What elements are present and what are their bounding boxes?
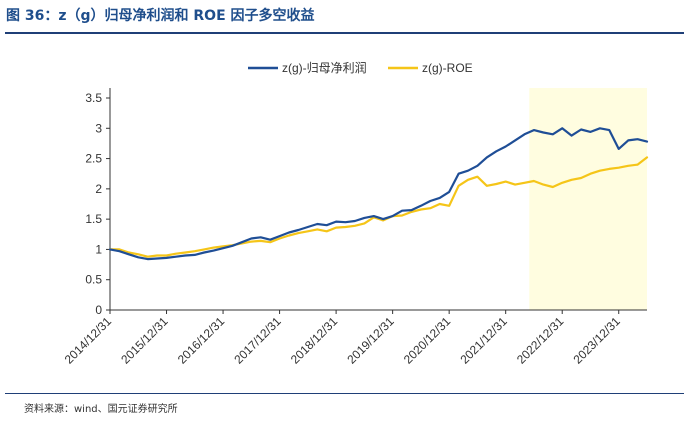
y-tick-label: 2.5	[85, 152, 102, 166]
y-tick-label: 0	[95, 303, 102, 317]
x-tick-label: 2017/12/31	[231, 314, 284, 367]
y-tick-label: 2	[95, 182, 102, 196]
y-tick-label: 1.5	[85, 212, 102, 226]
y-tick-label: 3.5	[85, 91, 102, 105]
x-tick-label: 2019/12/31	[344, 314, 397, 367]
x-tick-label: 2023/12/31	[570, 314, 623, 367]
title-divider	[5, 32, 684, 34]
highlight-region	[529, 88, 647, 310]
x-tick-label: 2021/12/31	[457, 314, 510, 367]
x-tick-label: 2018/12/31	[288, 314, 341, 367]
series-line	[108, 127, 649, 261]
y-tick-label: 1	[95, 242, 102, 256]
x-tick-label: 2016/12/31	[175, 314, 228, 367]
x-tick-label: 2020/12/31	[401, 314, 454, 367]
x-tick-label: 2014/12/31	[62, 314, 115, 367]
x-tick-label: 2022/12/31	[514, 314, 567, 367]
footer-divider	[5, 393, 684, 394]
y-tick-label: 0.5	[85, 273, 102, 287]
page-title: 图 36：z（g）归母净利润和 ROE 因子多空收益	[6, 8, 315, 24]
legend-label: z(g)-ROE	[422, 61, 473, 75]
source-note: 资料来源：wind、国元证券研究所	[24, 404, 178, 415]
series-line	[108, 156, 649, 258]
x-tick-label: 2015/12/31	[118, 314, 171, 367]
legend-label: z(g)-归母净利润	[282, 61, 367, 75]
y-tick-label: 3	[95, 121, 102, 135]
